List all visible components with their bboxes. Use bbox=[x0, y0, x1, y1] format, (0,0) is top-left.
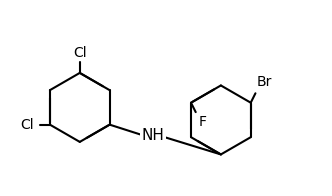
Text: Cl: Cl bbox=[73, 46, 87, 61]
Text: Cl: Cl bbox=[21, 118, 34, 132]
Text: F: F bbox=[199, 115, 207, 129]
Text: NH: NH bbox=[141, 128, 164, 143]
Text: Br: Br bbox=[257, 75, 272, 89]
